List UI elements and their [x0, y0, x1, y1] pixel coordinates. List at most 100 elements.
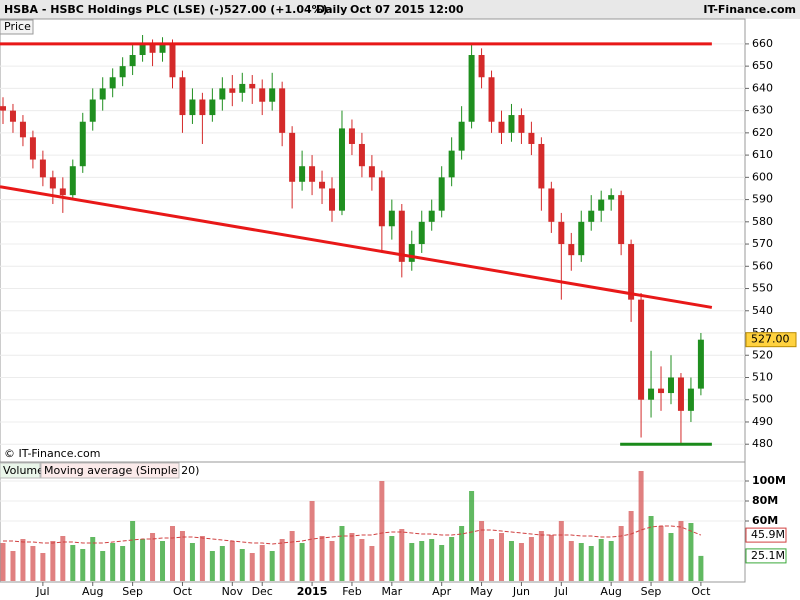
volume-bar: [469, 491, 475, 581]
last-value-tag: [745, 548, 787, 564]
y-tick-label: 650: [752, 59, 773, 72]
x-tick-label: Sep: [122, 585, 143, 598]
last-price-tag: [745, 332, 797, 348]
candle-body: [548, 188, 555, 222]
x-tick-label: Jul: [554, 585, 568, 598]
volume-bar: [668, 533, 674, 581]
volume-bar: [528, 537, 534, 581]
candle-body: [289, 132, 296, 182]
candle-body: [638, 299, 645, 400]
candle-body: [109, 77, 116, 89]
candle-body: [558, 221, 565, 245]
candle-body: [199, 99, 206, 116]
x-tick-label: Dec: [252, 585, 273, 598]
x-tick-label: Nov: [222, 585, 244, 598]
site: IT-Finance.com: [703, 3, 796, 16]
panel-label: Price: [4, 20, 31, 33]
volume-bar: [239, 549, 245, 581]
volume-bar: [130, 521, 136, 581]
candle-body: [667, 377, 674, 394]
candle-body: [249, 83, 256, 89]
candle-body: [29, 137, 36, 160]
volume-bar: [70, 545, 76, 581]
candle-body: [448, 150, 455, 178]
candle-body: [608, 195, 615, 200]
candle-body: [508, 115, 515, 133]
y-tick-label: 60M: [752, 514, 778, 527]
volume-bar: [558, 521, 564, 581]
y-tick-label: 550: [752, 282, 773, 295]
candle-body: [309, 166, 316, 182]
y-tick-label: 600: [752, 170, 773, 183]
volume-bar: [608, 541, 614, 581]
symbol: HSBA - HSBC Holdings PLC (LSE) (-): [4, 3, 224, 16]
period: Daily: [316, 3, 347, 16]
legend-box: [40, 462, 180, 479]
volume-bar: [618, 526, 624, 581]
candle-body: [269, 88, 276, 102]
y-tick-label: 580: [752, 215, 773, 228]
candle-body: [677, 377, 684, 411]
trend-line: [0, 185, 713, 309]
volume-bar: [379, 481, 385, 581]
x-tick-label: Feb: [342, 585, 361, 598]
candle-body: [408, 244, 415, 262]
candle-body: [219, 88, 226, 100]
candle-body: [378, 177, 385, 227]
candle-body: [69, 166, 76, 196]
volume-bar: [479, 521, 485, 581]
volume-bar: [10, 551, 16, 581]
x-tick-label: Mar: [381, 585, 402, 598]
candle-body: [388, 210, 395, 227]
volume-bar: [658, 526, 664, 581]
candle-body: [618, 195, 625, 245]
volume-bar: [369, 546, 375, 581]
volume-bar: [0, 543, 6, 581]
candle-body: [9, 110, 16, 122]
volume-bar: [638, 471, 644, 581]
volume-bar: [199, 536, 205, 581]
volume-bar: [538, 531, 544, 581]
y-tick-label: 480: [752, 437, 773, 450]
volume-bar: [100, 551, 106, 581]
volume-bar: [499, 533, 504, 581]
x-tick-label: Oct: [691, 585, 711, 598]
last-value-tag: [745, 527, 787, 543]
candle-body: [518, 115, 525, 133]
candle-body: [578, 221, 585, 256]
candle-body: [89, 99, 96, 122]
volume-bar: [229, 541, 235, 581]
y-tick-label: 520: [752, 348, 773, 361]
y-tick-label: 660: [752, 37, 773, 50]
candle-body: [438, 177, 445, 211]
y-tick-label: 630: [752, 104, 773, 117]
candle-body: [79, 121, 86, 167]
candle-body: [588, 210, 595, 222]
volume-bar: [329, 541, 335, 581]
x-tick-label: Apr: [432, 585, 452, 598]
volume-bar: [120, 546, 126, 581]
x-tick-label: Jun: [512, 585, 530, 598]
volume-frame: [0, 461, 746, 583]
candle-body: [538, 143, 545, 189]
y-tick-label: 100M: [752, 474, 786, 487]
panel-label-box: [0, 19, 34, 35]
y-tick-label: 620: [752, 126, 773, 139]
date: Oct 07 2015 12:00: [350, 3, 464, 16]
volume-bar: [90, 537, 96, 581]
candle-body: [279, 88, 286, 133]
volume-bar: [578, 543, 584, 581]
candle-body: [648, 388, 655, 400]
last-value-label: 45.9M: [751, 528, 785, 541]
candle-body: [39, 159, 46, 178]
volume-bar: [349, 533, 355, 581]
candle-body: [319, 181, 326, 189]
y-tick-label: 570: [752, 237, 773, 250]
x-tick-label: May: [470, 585, 493, 598]
candle-body: [628, 244, 635, 300]
candle-body: [139, 43, 146, 56]
y-tick-label: 490: [752, 415, 773, 428]
candle-body: [299, 166, 306, 182]
candle-body: [488, 77, 495, 122]
